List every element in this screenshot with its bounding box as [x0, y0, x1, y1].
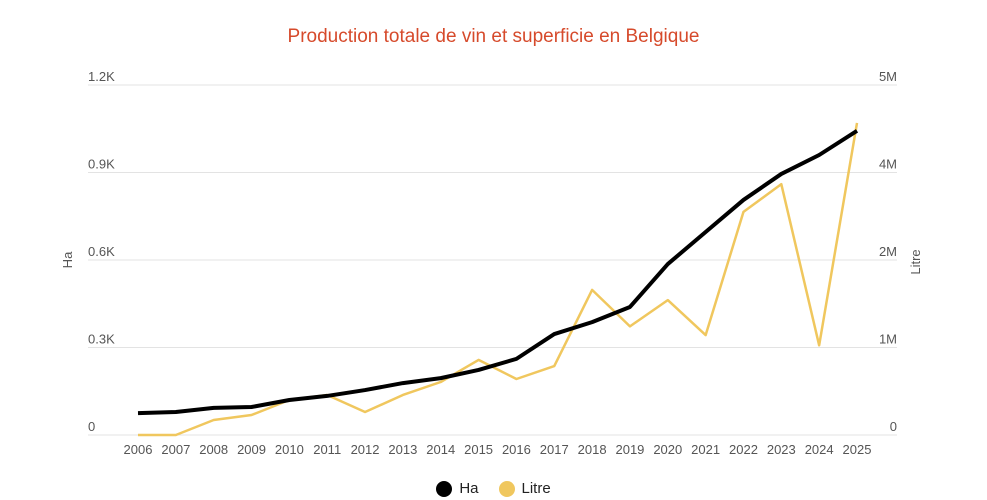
y-left-tick-label: 0.9K	[88, 157, 115, 172]
x-tick-label: 2006	[124, 442, 153, 457]
x-tick-label: 2009	[237, 442, 266, 457]
y-right-tick-label: 4M	[879, 157, 897, 172]
y-left-tick-label: 0.6K	[88, 244, 115, 259]
x-tick-label: 2024	[805, 442, 834, 457]
x-tick-label: 2025	[843, 442, 872, 457]
legend-label-litre: Litre	[521, 480, 551, 497]
x-tick-label: 2016	[502, 442, 531, 457]
series-line-litre	[138, 122, 859, 437]
y-right-tick-label: 0	[890, 419, 897, 434]
legend-label-ha: Ha	[459, 480, 479, 497]
x-tick-label: 2018	[578, 442, 607, 457]
series-line-ha	[137, 129, 859, 416]
x-tick-label: 2010	[275, 442, 304, 457]
y-right-tick-label: 5M	[879, 69, 897, 84]
legend-item-ha[interactable]: Ha	[436, 480, 479, 497]
y-left-tick-label: 1.2K	[88, 69, 115, 84]
x-tick-label: 2013	[388, 442, 417, 457]
legend-item-litre[interactable]: Litre	[498, 480, 551, 497]
x-tick-label: 2011	[313, 442, 341, 457]
y-left-tick-label: 0.3K	[88, 332, 115, 347]
chart-title: Production totale de vin et superficie e…	[287, 26, 700, 47]
x-tick-label: 2012	[351, 442, 380, 457]
y-left-tick-label: 0	[88, 419, 95, 434]
y-right-axis-label: Litre	[908, 249, 923, 274]
x-tick-label: 2017	[540, 442, 569, 457]
legend-marker-ha	[436, 480, 453, 497]
legend-marker-litre	[498, 480, 515, 497]
y-left-axis-label: Ha	[60, 251, 75, 268]
legend: Ha Litre	[0, 480, 987, 497]
x-tick-label: 2008	[199, 442, 228, 457]
x-tick-label: 2019	[615, 442, 644, 457]
x-tick-label: 2021	[691, 442, 720, 457]
y-right-tick-label: 2M	[879, 244, 897, 259]
x-tick-label: 2020	[653, 442, 682, 457]
x-tick-label: 2007	[161, 442, 190, 457]
y-right-tick-label: 1M	[879, 332, 897, 347]
x-tick-label: 2023	[767, 442, 796, 457]
x-tick-label: 2015	[464, 442, 493, 457]
x-tick-label: 2022	[729, 442, 758, 457]
x-tick-label: 2014	[426, 442, 455, 457]
